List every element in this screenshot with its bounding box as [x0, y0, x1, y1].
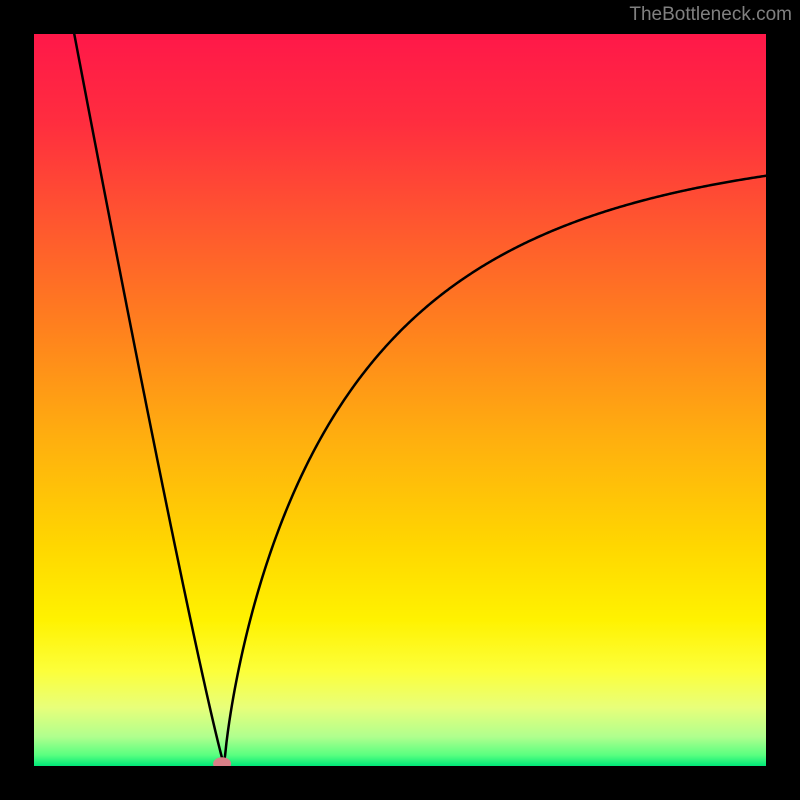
chart-svg — [34, 34, 766, 766]
attribution-text: TheBottleneck.com — [629, 4, 792, 26]
minimum-marker — [214, 758, 231, 766]
chart-container: { "attribution": { "text": "TheBottlenec… — [0, 0, 800, 800]
chart-background — [34, 34, 766, 766]
plot-area — [34, 34, 766, 766]
